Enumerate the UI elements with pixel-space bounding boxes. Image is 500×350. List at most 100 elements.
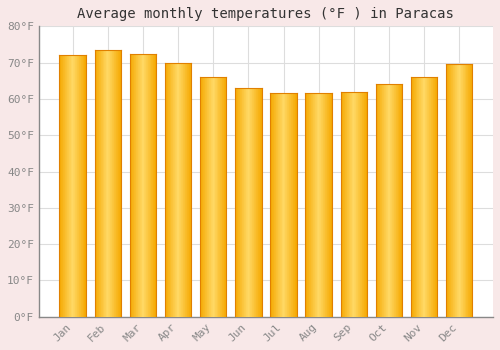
Bar (353, 92, 354, 317)
Bar (166, 63, 167, 317)
Bar (456, 64, 458, 317)
Bar (260, 88, 261, 317)
Bar (419, 77, 420, 317)
Bar (292, 93, 294, 317)
Bar (398, 84, 399, 317)
Bar (401, 84, 402, 317)
Bar (136, 54, 137, 317)
Bar (414, 77, 415, 317)
Bar (381, 84, 382, 317)
Bar (364, 92, 365, 317)
Bar (184, 63, 186, 317)
Bar (255, 88, 256, 317)
Bar (211, 77, 212, 317)
Bar (222, 77, 223, 317)
Bar (250, 88, 251, 317)
Bar (462, 64, 463, 317)
Bar (290, 93, 291, 317)
Bar (279, 93, 280, 317)
Bar (393, 84, 394, 317)
Bar (395, 84, 396, 317)
Bar (182, 63, 184, 317)
Bar (324, 93, 325, 317)
Bar (294, 93, 296, 317)
Bar (397, 84, 398, 317)
Bar (396, 84, 397, 317)
Bar (399, 84, 400, 317)
Bar (214, 77, 215, 317)
Bar (248, 88, 249, 317)
Bar (383, 84, 384, 317)
Bar (61, 55, 62, 317)
Bar (352, 92, 353, 317)
Bar (318, 93, 320, 317)
Bar (223, 77, 224, 317)
Bar (114, 50, 115, 317)
Bar (344, 92, 345, 317)
Bar (322, 93, 324, 317)
Bar (153, 54, 154, 317)
Bar (145, 54, 146, 317)
Bar (423, 77, 424, 317)
Bar (143, 54, 144, 317)
Bar (359, 92, 360, 317)
Bar (60, 55, 61, 317)
Bar (424, 77, 426, 317)
Bar (131, 54, 132, 317)
Bar (241, 88, 242, 317)
Bar (97, 50, 98, 317)
Bar (327, 93, 328, 317)
Bar (242, 88, 243, 317)
Bar (116, 50, 117, 317)
Bar (464, 64, 465, 317)
Bar (174, 63, 175, 317)
Bar (430, 77, 432, 317)
Bar (140, 54, 141, 317)
Bar (240, 88, 241, 317)
Bar (134, 54, 135, 317)
Bar (102, 50, 103, 317)
Bar (100, 50, 101, 317)
Bar (467, 64, 468, 317)
Bar (466, 64, 467, 317)
Bar (256, 88, 257, 317)
Bar (139, 54, 140, 317)
Bar (82, 55, 83, 317)
Bar (272, 93, 273, 317)
Bar (271, 93, 272, 317)
Bar (465, 64, 466, 317)
Bar (355, 92, 356, 317)
Bar (432, 77, 434, 317)
Bar (282, 93, 283, 317)
Bar (142, 54, 143, 317)
Bar (463, 64, 464, 317)
Bar (309, 93, 310, 317)
Bar (345, 92, 346, 317)
Bar (283, 93, 284, 317)
Bar (72, 55, 74, 317)
Bar (245, 88, 246, 317)
Bar (416, 77, 417, 317)
Bar (217, 77, 218, 317)
Title: Average monthly temperatures (°F ) in Paracas: Average monthly temperatures (°F ) in Pa… (78, 7, 454, 21)
Bar (168, 63, 169, 317)
Bar (385, 84, 386, 317)
Bar (210, 77, 211, 317)
Bar (284, 93, 285, 317)
Bar (379, 84, 380, 317)
Bar (132, 54, 133, 317)
Bar (85, 55, 86, 317)
Bar (103, 50, 104, 317)
Bar (329, 93, 330, 317)
Bar (342, 92, 343, 317)
Bar (413, 77, 414, 317)
Bar (291, 93, 292, 317)
Bar (276, 93, 277, 317)
Bar (219, 77, 220, 317)
Bar (135, 54, 136, 317)
Bar (361, 92, 362, 317)
Bar (274, 93, 275, 317)
Bar (80, 55, 81, 317)
Bar (452, 64, 454, 317)
Bar (348, 92, 349, 317)
